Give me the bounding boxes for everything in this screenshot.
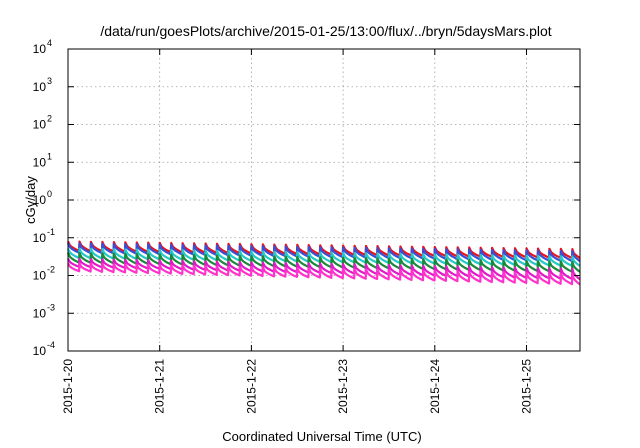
x-axis-label: Coordinated Universal Time (UTC) bbox=[222, 429, 421, 444]
y-tick-exponent: -2 bbox=[47, 265, 55, 275]
y-tick-exponent: 4 bbox=[47, 38, 52, 48]
y-tick-label: 10 -2 bbox=[33, 265, 55, 283]
x-tick-label: 2015-1-21 bbox=[153, 359, 167, 414]
series-line-1 bbox=[67, 240, 581, 259]
y-tick-base: 10 bbox=[33, 155, 47, 169]
x-tick-label: 2015-1-24 bbox=[428, 359, 442, 414]
x-tick-label: 2015-1-23 bbox=[336, 359, 350, 414]
series-line-6 bbox=[67, 262, 581, 286]
y-tick-label: 10 4 bbox=[33, 38, 52, 56]
y-tick-label: 10 -3 bbox=[33, 302, 55, 320]
x-tick-labels: 2015-1-20 2015-1-21 2015-1-22 2015-1-23 2015… bbox=[61, 359, 534, 414]
tick-layer bbox=[67, 48, 580, 352]
y-tick-exponent: -4 bbox=[47, 340, 55, 350]
grid-layer bbox=[68, 49, 580, 351]
y-tick-label: 10 0 bbox=[33, 189, 52, 207]
x-tick-label: 2015-1-20 bbox=[61, 359, 75, 414]
y-tick-label: 10 -1 bbox=[33, 227, 55, 245]
y-tick-exponent: 0 bbox=[47, 189, 52, 199]
y-axis-label: cGy/day bbox=[23, 176, 38, 224]
chart-title: /data/run/goesPlots/archive/2015-01-25/1… bbox=[100, 23, 551, 39]
y-tick-exponent: -1 bbox=[47, 227, 55, 237]
y-tick-label: 10 2 bbox=[33, 114, 52, 132]
y-tick-label: 10 3 bbox=[33, 76, 52, 94]
y-tick-base: 10 bbox=[33, 80, 47, 94]
x-tick-label: 2015-1-22 bbox=[244, 359, 258, 414]
series-line-3 bbox=[67, 247, 581, 267]
y-tick-base: 10 bbox=[33, 344, 47, 358]
y-tick-label: 10 1 bbox=[33, 151, 52, 169]
y-tick-base: 10 bbox=[33, 42, 47, 56]
y-tick-label: 10 -4 bbox=[33, 340, 55, 358]
y-tick-exponent: 1 bbox=[47, 151, 52, 161]
y-tick-exponent: 3 bbox=[47, 76, 52, 86]
x-tick-label: 2015-1-25 bbox=[520, 359, 534, 414]
y-tick-base: 10 bbox=[33, 118, 47, 132]
series-line-4 bbox=[67, 251, 581, 273]
y-tick-base: 10 bbox=[33, 193, 47, 207]
series-line-2 bbox=[67, 242, 581, 263]
y-tick-base: 10 bbox=[33, 306, 47, 320]
y-tick-base: 10 bbox=[33, 269, 47, 283]
series-layer bbox=[67, 240, 581, 286]
y-tick-exponent: 2 bbox=[47, 114, 52, 124]
series-line-5 bbox=[67, 257, 581, 281]
y-tick-exponent: -3 bbox=[47, 302, 55, 312]
y-tick-base: 10 bbox=[33, 231, 47, 245]
